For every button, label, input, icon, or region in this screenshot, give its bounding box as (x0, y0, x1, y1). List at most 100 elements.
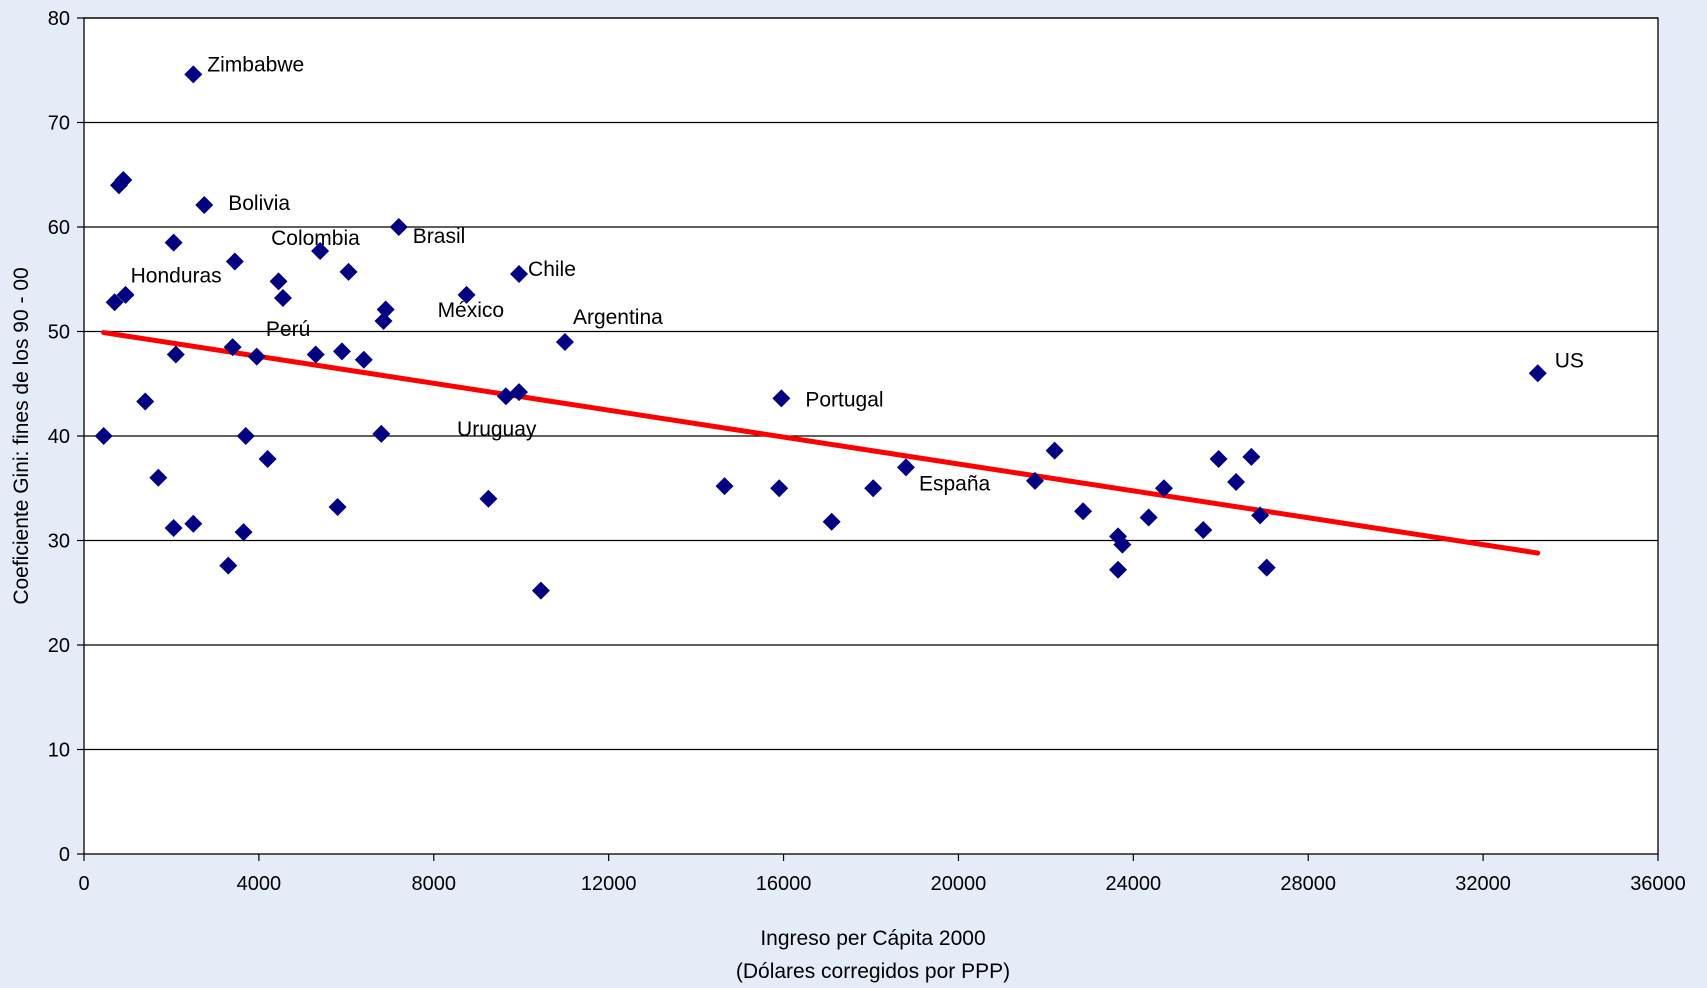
point-label-chile: Chile (528, 258, 576, 281)
data-point (1025, 471, 1044, 490)
x-tick-label-0: 0 (78, 873, 89, 895)
y-tick-label-40: 40 (48, 426, 70, 448)
x-tick-label-16000: 16000 (756, 873, 812, 895)
data-point (1139, 508, 1158, 527)
data-point (105, 293, 124, 312)
x-axis-title: Ingreso per Cápita 2000 (760, 927, 985, 950)
y-tick-label-30: 30 (48, 531, 70, 553)
point-label-españa: España (919, 472, 991, 495)
data-point-bolivia (195, 196, 214, 215)
data-point-portugal (772, 389, 791, 408)
point-label-uruguay: Uruguay (457, 418, 537, 441)
data-point (1257, 558, 1276, 577)
data-point (864, 479, 883, 498)
data-point (149, 468, 168, 487)
data-point (219, 556, 238, 575)
data-point-argentina (555, 332, 574, 351)
data-point (339, 262, 358, 281)
data-point (479, 489, 498, 508)
data-points (94, 65, 1547, 600)
data-point (225, 252, 244, 271)
data-point-us (1528, 364, 1547, 383)
y-tick-label-80: 80 (48, 8, 70, 30)
point-label-portugal: Portugal (805, 388, 883, 411)
data-point (166, 345, 185, 364)
point-label-perú: Perú (266, 318, 310, 341)
data-point (258, 449, 277, 468)
data-point-uruguay (510, 383, 529, 402)
point-label-us: US (1555, 349, 1584, 372)
point-label-méxico: México (438, 299, 505, 322)
data-point (1154, 479, 1173, 498)
x-tick-label-24000: 24000 (1106, 873, 1162, 895)
data-point-colombia (311, 242, 330, 261)
data-point (269, 272, 288, 291)
point-label-colombia: Colombia (271, 227, 360, 250)
data-point (306, 345, 325, 364)
data-point (1251, 506, 1270, 525)
x-tick-label-12000: 12000 (581, 873, 637, 895)
point-labels: Honduras Zimbabwe Bolivia Perú Colombia Brasi… (131, 53, 1584, 495)
data-point (1242, 447, 1261, 466)
data-point-zimbabwe (184, 65, 203, 84)
x-tick-labels: 0 4000 8000 12000 16000 20000 24000 28000 32000 3… (78, 873, 1685, 895)
data-point (1209, 449, 1228, 468)
y-tick-label-20: 20 (48, 635, 70, 657)
point-label-honduras: Honduras (131, 265, 222, 288)
y-tick-label-50: 50 (48, 322, 70, 344)
y-axis-title: Coeficiente Gini: fines de los 90 - 00 (10, 267, 33, 604)
y-tick-label-0: 0 (59, 844, 70, 866)
data-point (1074, 502, 1093, 521)
data-point-méxico (457, 285, 476, 304)
axes (77, 17, 1659, 861)
data-point (1045, 441, 1064, 460)
data-point (374, 312, 393, 331)
x-tick-label-28000: 28000 (1280, 873, 1336, 895)
data-point (354, 350, 373, 369)
x-tick-label-8000: 8000 (412, 873, 457, 895)
trendline-group (101, 330, 1541, 556)
data-point (715, 477, 734, 496)
point-label-bolivia: Bolivia (228, 192, 290, 215)
data-point (223, 338, 242, 357)
data-point (770, 479, 789, 498)
x-axis-subtitle: (Dólares corregidos por PPP) (736, 960, 1010, 983)
data-point-perú (273, 289, 292, 308)
x-tick-label-20000: 20000 (931, 873, 987, 895)
data-point (1109, 560, 1128, 579)
data-point-brasil (389, 218, 408, 236)
data-point (328, 498, 347, 517)
y-tick-labels: 0 10 20 30 40 50 60 70 80 (48, 8, 70, 866)
data-point (1227, 472, 1246, 491)
data-point (164, 518, 183, 537)
data-point (236, 427, 255, 445)
data-point-españa (896, 458, 915, 477)
data-point (94, 427, 113, 445)
data-point (332, 342, 351, 361)
x-tick-label-36000: 36000 (1630, 873, 1686, 895)
data-point (376, 300, 395, 319)
data-point (1113, 535, 1132, 554)
data-point (531, 581, 550, 600)
data-point (1194, 521, 1213, 540)
data-point (247, 347, 266, 366)
data-point (116, 285, 135, 304)
point-label-brasil: Brasil (413, 225, 466, 248)
point-label-argentina: Argentina (573, 306, 663, 329)
y-tick-label-70: 70 (48, 113, 70, 135)
data-point-chile (510, 265, 529, 284)
trendline (101, 330, 1541, 556)
y-tick-label-10: 10 (48, 740, 70, 762)
data-point (822, 512, 841, 531)
data-point (184, 514, 203, 533)
x-tick-label-4000: 4000 (237, 873, 282, 895)
data-point (234, 523, 253, 542)
x-tick-label-32000: 32000 (1455, 873, 1511, 895)
data-point (136, 392, 155, 411)
data-point (372, 424, 391, 443)
y-tick-label-60: 60 (48, 217, 70, 239)
data-point (114, 170, 133, 189)
data-point-honduras (164, 233, 183, 252)
point-label-zimbabwe: Zimbabwe (207, 53, 304, 76)
